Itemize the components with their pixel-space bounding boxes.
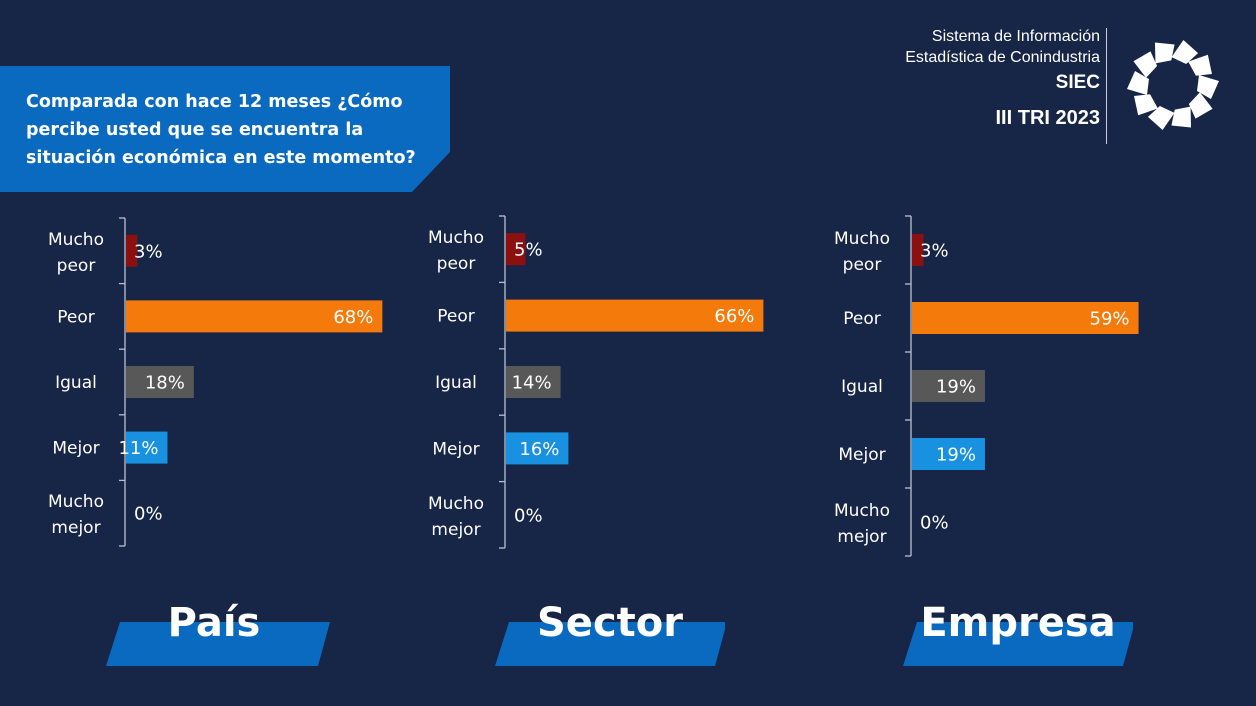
category-label: Igual (55, 373, 97, 393)
header-line-1: Sistema de Información (931, 28, 1100, 45)
value-label: 0% (920, 513, 949, 534)
bar-peor (126, 300, 383, 333)
bar-mejor (126, 431, 168, 464)
conindustria-logo-icon (1127, 40, 1219, 130)
header-period: III TRI 2023 (995, 107, 1101, 129)
category-label: Igual (841, 377, 883, 397)
header-siec: SIEC (1055, 72, 1100, 93)
bar-igual (912, 370, 985, 402)
footer-band-empresa (903, 622, 1133, 666)
value-label: 14% (512, 373, 552, 394)
category-label: Peor (57, 307, 95, 327)
value-label: 11% (118, 438, 158, 459)
category-label: Mejor (52, 439, 99, 459)
category-label: Mejor (838, 445, 885, 465)
value-label: 0% (134, 504, 163, 525)
bar-mucho_peor (506, 233, 526, 266)
category-label: Mucho mejor (428, 494, 484, 540)
category-label: Peor (843, 309, 881, 329)
header-block: Sistema de Información Estadística de Co… (905, 26, 1100, 130)
value-label: 18% (145, 373, 185, 394)
question-banner (0, 66, 450, 192)
question-text: Comparada con hace 12 meses ¿Cómo percib… (26, 92, 416, 168)
bar-mejor (912, 438, 985, 470)
bar-igual (506, 366, 561, 398)
category-label: Mucho peor (834, 229, 890, 275)
bar-peor (506, 299, 764, 332)
category-label: Mucho peor (48, 230, 104, 276)
value-label: 66% (714, 306, 754, 327)
category-label: Peor (437, 307, 475, 327)
value-label: 19% (936, 445, 976, 466)
bar-igual (126, 366, 194, 398)
footer-band-sector (495, 622, 725, 666)
value-label: 68% (333, 307, 373, 328)
category-label: Mucho mejor (48, 492, 104, 538)
value-label: 5% (514, 240, 543, 261)
bar-mucho_peor (126, 234, 138, 267)
header-divider (1106, 28, 1107, 144)
footer-band-pais (106, 622, 330, 666)
value-label: 3% (920, 241, 949, 262)
value-label: 59% (1090, 309, 1130, 330)
chart-title-empresa: Empresa (920, 600, 1116, 646)
header-line-2: Estadística de Conindustria (905, 49, 1100, 66)
bar-mucho_peor (912, 234, 924, 266)
chart-title-sector: Sector (537, 600, 683, 646)
category-label: Igual (435, 373, 477, 393)
chart-title-pais: País (167, 600, 261, 646)
value-label: 3% (134, 241, 163, 262)
bar-mejor (506, 432, 569, 465)
category-label: Mucho peor (428, 228, 484, 274)
value-label: 19% (936, 377, 976, 398)
category-label: Mucho mejor (834, 501, 890, 547)
bar-peor (912, 302, 1139, 334)
value-label: 16% (519, 439, 559, 460)
category-label: Mejor (432, 439, 479, 459)
value-label: 0% (514, 505, 543, 526)
